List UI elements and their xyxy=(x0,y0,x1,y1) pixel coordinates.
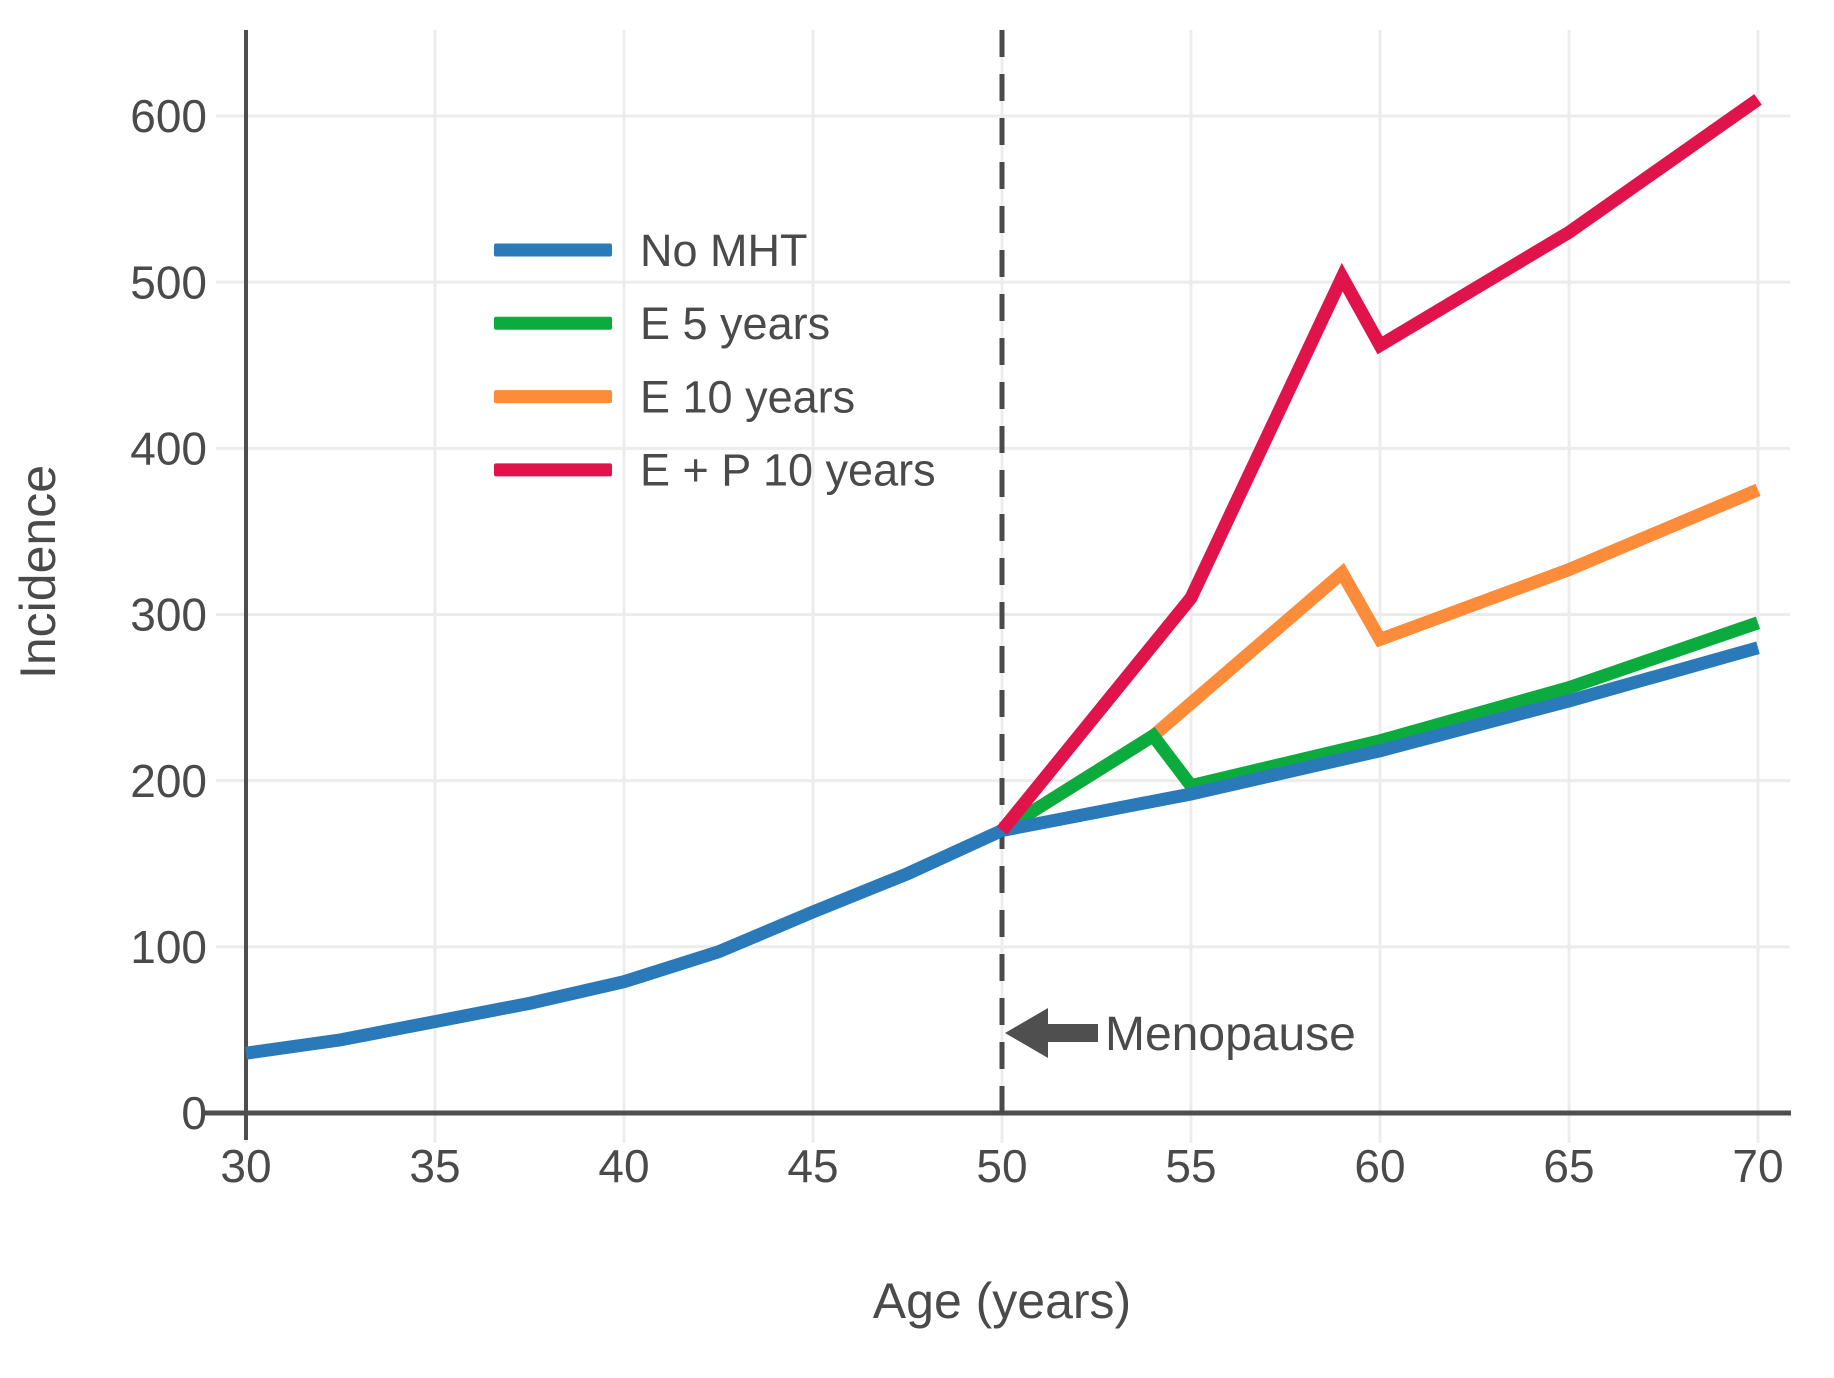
x-tick-label: 35 xyxy=(409,1140,460,1192)
legend-label: E 10 years xyxy=(640,371,855,422)
y-tick-label: 200 xyxy=(130,755,207,807)
legend-swatch xyxy=(494,390,612,404)
x-tick-label: 45 xyxy=(787,1140,838,1192)
series-line-e-p-10-years xyxy=(996,94,1762,835)
y-tick-label: 500 xyxy=(130,256,207,308)
x-tick-label: 40 xyxy=(598,1140,649,1192)
left-arrow-icon xyxy=(1005,1008,1098,1058)
x-tick-label: 60 xyxy=(1354,1140,1405,1192)
y-tick-label: 0 xyxy=(181,1087,207,1139)
x-tick-label: 65 xyxy=(1543,1140,1594,1192)
legend-swatch xyxy=(494,243,612,257)
series-lines xyxy=(245,94,1762,1060)
series-line-e-5-years xyxy=(998,616,1761,837)
series-line-no-mht xyxy=(245,641,1760,1060)
y-axis-label: Incidence xyxy=(10,465,66,679)
legend-label: E 5 years xyxy=(640,298,830,349)
x-tick-label: 55 xyxy=(1165,1140,1216,1192)
x-axis-label: Age (years) xyxy=(873,1273,1131,1329)
y-tick-label: 300 xyxy=(130,589,207,641)
menopause-label: Menopause xyxy=(1105,1008,1356,1061)
menopause-annotation: Menopause xyxy=(1005,1008,1356,1061)
x-tick-label: 50 xyxy=(976,1140,1027,1192)
x-tick-label: 30 xyxy=(220,1140,271,1192)
legend: No MHT E 5 years E 10 years E + P 10 years xyxy=(494,225,936,496)
legend-label: E + P 10 years xyxy=(640,445,936,496)
y-tick-label: 400 xyxy=(130,422,207,474)
y-tick-label: 600 xyxy=(130,90,207,142)
legend-label: No MHT xyxy=(640,225,808,276)
x-tick-label: 70 xyxy=(1732,1140,1783,1192)
legend-swatch xyxy=(494,463,612,477)
gridlines xyxy=(246,30,1790,1113)
y-tick-label: 100 xyxy=(130,921,207,973)
tick-labels: 30 35 40 45 50 55 60 65 70 0 100 200 300 400 500 600 xyxy=(130,90,1783,1192)
legend-swatch xyxy=(494,316,612,330)
axis-ticks xyxy=(216,114,1760,1143)
